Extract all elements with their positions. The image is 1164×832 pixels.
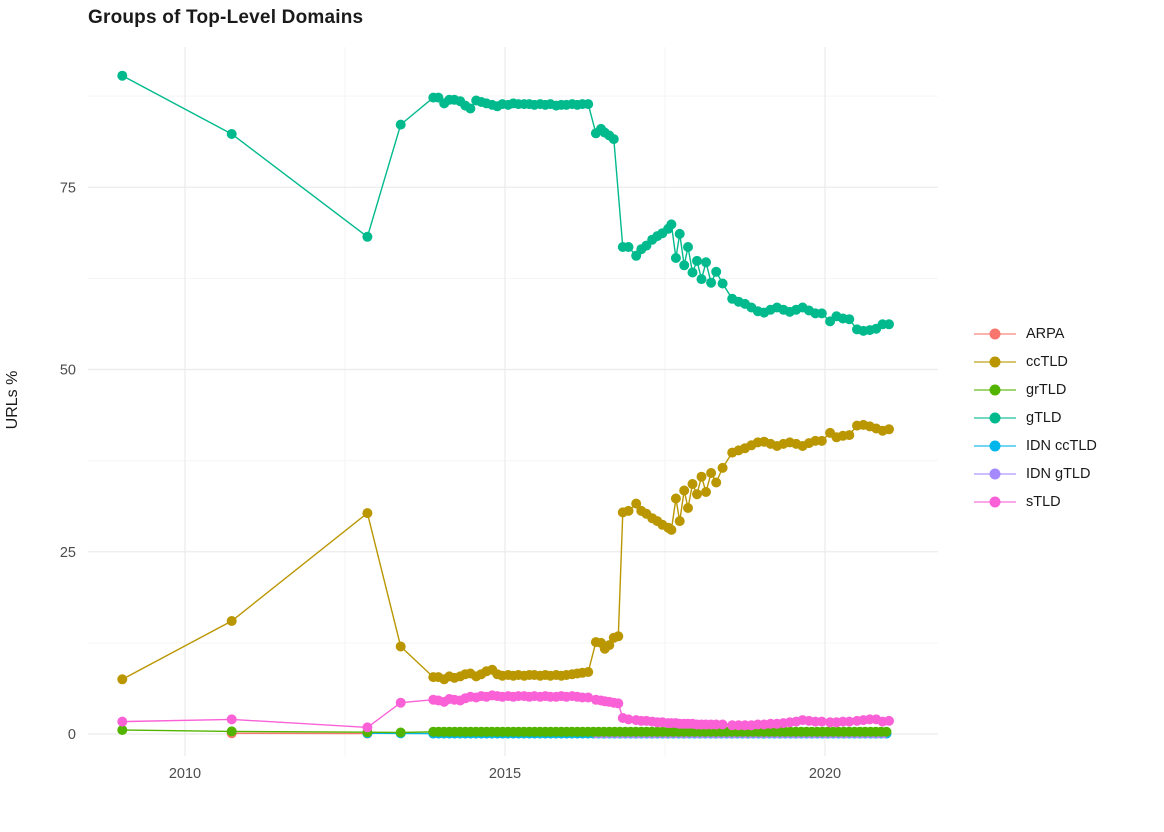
y-tick-label: 75	[60, 180, 76, 196]
y-tick-label: 50	[60, 363, 76, 379]
x-tick-label: 2015	[489, 766, 521, 782]
legend-label: IDN gTLD	[1026, 466, 1091, 482]
y-tick-label: 25	[60, 545, 76, 561]
series-arpa	[226, 728, 373, 739]
series-stld	[117, 690, 894, 733]
y-axis-label: URLs %	[4, 370, 21, 430]
legend-key-swatch	[974, 384, 1016, 396]
legend-item-stld: sTLD	[972, 488, 1097, 516]
legend-key-swatch	[974, 356, 1016, 368]
axis-tick-labels: 0 25 50 75 2010 2015 2020	[60, 180, 841, 782]
legend-key-swatch	[974, 496, 1016, 508]
minor-gridlines	[88, 47, 938, 756]
legend-key-swatch	[974, 328, 1016, 340]
legend-key-swatch	[974, 440, 1016, 452]
major-gridlines	[88, 47, 938, 756]
series-gtld	[117, 70, 894, 336]
legend-item-idn-cctld: IDN ccTLD	[972, 432, 1097, 460]
legend-label: IDN ccTLD	[1026, 438, 1097, 454]
legend-label: grTLD	[1026, 382, 1067, 398]
legend-item-idn-gtld: IDN gTLD	[972, 460, 1097, 488]
legend: ARPA ccTLD grTLD gTLD IDN ccTLD IDN gTLD sTLD	[972, 320, 1097, 516]
legend-key-swatch	[974, 468, 1016, 480]
chart-title: Groups of Top-Level Domains	[88, 7, 364, 28]
legend-label: gTLD	[1026, 410, 1062, 426]
legend-item-gtld: gTLD	[972, 404, 1097, 432]
legend-item-arpa: ARPA	[972, 320, 1097, 348]
legend-key-swatch	[974, 412, 1016, 424]
series-cctld	[117, 419, 894, 685]
legend-label: sTLD	[1026, 494, 1061, 510]
x-tick-label: 2010	[169, 766, 201, 782]
x-tick-label: 2020	[809, 766, 841, 782]
legend-item-grtld: grTLD	[972, 376, 1097, 404]
y-tick-label: 0	[68, 727, 76, 743]
legend-item-cctld: ccTLD	[972, 348, 1097, 376]
legend-label: ccTLD	[1026, 354, 1068, 370]
legend-label: ARPA	[1026, 326, 1065, 342]
series-grtld	[117, 725, 892, 738]
